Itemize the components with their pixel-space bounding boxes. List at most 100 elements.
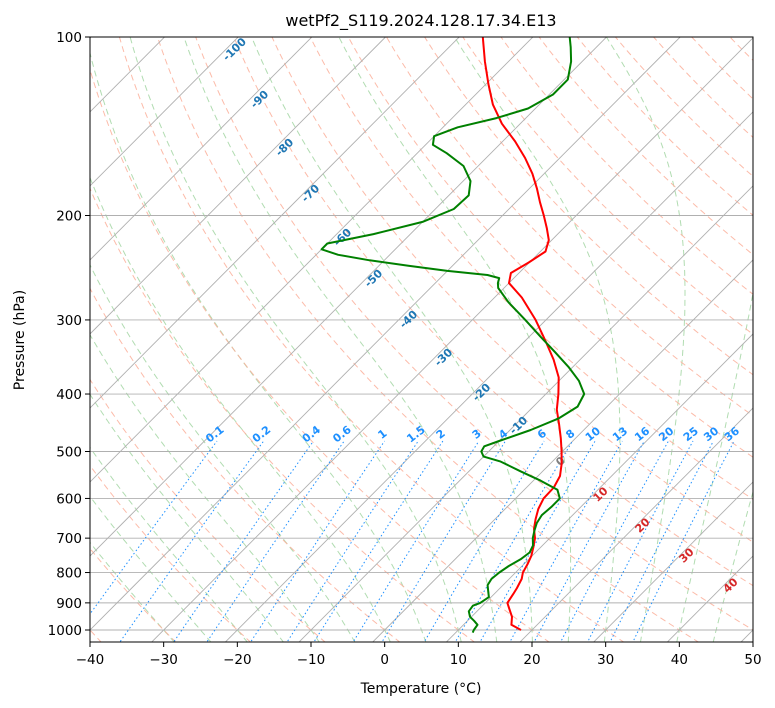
moist-adiabat: [183, 37, 498, 642]
moist-adiabat: [605, 37, 686, 642]
moist-adiabat-label: 40: [721, 575, 741, 595]
y-axis-ticks: 100 200 300 400 500 600 700 800 900 1000: [48, 30, 90, 639]
x-tick-label: 50: [744, 652, 761, 668]
dry-adiabat: [462, 37, 753, 335]
mixing-ratio-line: [250, 440, 386, 642]
isotherm-line: [372, 259, 753, 642]
x-axis-ticks: −40 −30 −20 −10 0 10 20 30 40 50: [76, 642, 762, 668]
x-tick-label: 20: [523, 652, 540, 668]
dry-adiabat: [90, 287, 401, 642]
y-axis-label: Pressure (hPa): [12, 290, 28, 390]
dry-adiabat: [233, 37, 753, 587]
dry-adiabat: [615, 37, 753, 177]
dry-adiabat: [500, 37, 753, 295]
dry-adiabat: [157, 37, 700, 642]
dry-adiabat: [424, 37, 753, 376]
dry-adiabat: [768, 37, 775, 643]
moist-adiabat-label: 10: [591, 484, 611, 504]
x-tick-label: −30: [149, 652, 178, 668]
mixing-ratio-line: [119, 440, 265, 642]
moist-adiabat: [676, 290, 753, 642]
mixing-ratio-label: 16: [632, 424, 652, 444]
y-tick-label: 1000: [48, 623, 82, 639]
moist-adiabat: [90, 51, 427, 642]
moist-adiabat-label: -50: [362, 267, 386, 290]
isotherm-line: [593, 481, 753, 642]
mixing-ratio-label: 6: [535, 427, 549, 442]
moist-adiabat: [90, 446, 248, 642]
moist-adiabat-label: 30: [677, 545, 697, 565]
dry-adiabats: [90, 37, 775, 643]
mixing-ratio-label: 0.2: [250, 423, 273, 445]
mixing-ratio-line: [560, 440, 669, 642]
mixing-ratio-line: [423, 440, 545, 642]
moist-adiabat-label: -30: [432, 346, 456, 369]
x-tick-label: −20: [223, 652, 252, 668]
isotherm-line: [151, 37, 753, 642]
y-tick-label: 100: [56, 30, 82, 46]
moist-adiabat-label: -100: [220, 35, 249, 64]
mixing-ratio-line: [632, 440, 735, 642]
isotherm-line: [224, 111, 753, 642]
mixing-ratio-lines: [90, 440, 735, 642]
moist-adiabat: [129, 37, 462, 642]
mixing-ratio-label: 2: [434, 427, 448, 442]
mixing-ratio-line: [286, 440, 419, 642]
moist-adiabat: [90, 495, 212, 642]
dry-adiabat: [309, 37, 753, 500]
moist-adiabat: [90, 176, 391, 642]
pressure-gridlines: [90, 37, 753, 631]
mixing-ratio-label: 25: [681, 424, 701, 444]
moist-adiabat: [90, 333, 320, 642]
mixing-ratio-label: 0.4: [300, 423, 324, 445]
mixing-ratio-line: [206, 440, 345, 642]
chart-title: wetPf2_S119.2024.128.17.34.E13: [285, 11, 556, 31]
dry-adiabat: [90, 67, 550, 642]
dry-adiabat: [118, 37, 625, 642]
dewpoint-profile-line: [320, 37, 586, 633]
moist-adiabat-label: -80: [273, 136, 297, 159]
mixing-ratio-line: [454, 440, 573, 642]
y-tick-label: 900: [56, 596, 82, 612]
moist-adiabat-label: -40: [397, 308, 421, 331]
mixing-ratio-line: [587, 440, 694, 642]
mixing-ratio-label: 13: [610, 424, 630, 444]
y-tick-label: 200: [56, 209, 82, 225]
y-tick-label: 500: [56, 444, 82, 460]
isotherm-line: [90, 37, 166, 113]
x-tick-label: 40: [671, 652, 688, 668]
isotherm-line: [298, 185, 753, 642]
isotherms: [90, 37, 753, 642]
isotherm-line: [90, 37, 608, 557]
isotherm-line: [519, 407, 753, 642]
moist-adiabats: [90, 37, 753, 642]
mixing-ratio-line: [313, 440, 444, 642]
dry-adiabat: [195, 37, 753, 631]
dry-adiabat: [347, 37, 753, 458]
moist-adiabat: [90, 263, 356, 642]
x-tick-label: 10: [450, 652, 467, 668]
dry-adiabat: [691, 37, 753, 100]
moist-adiabat: [251, 37, 533, 642]
isotherm-line: [90, 37, 239, 187]
y-tick-label: 800: [56, 566, 82, 582]
isotherm-line: [666, 555, 753, 642]
mixing-ratio-line: [609, 440, 714, 642]
isotherm-line: [90, 37, 534, 483]
mixing-ratio-line: [479, 440, 596, 642]
moist-adiabat-label: -90: [248, 88, 272, 111]
dry-adiabat: [386, 37, 753, 417]
moist-adiabat-label: -20: [470, 381, 494, 404]
moist-adiabat: [90, 541, 175, 642]
moist-adiabat: [712, 489, 753, 642]
dry-adiabat: [90, 378, 326, 642]
moist-adiabat-label: -60: [331, 226, 355, 249]
mixing-ratio-label: 8: [563, 427, 577, 442]
y-tick-label: 700: [56, 531, 82, 547]
x-axis-label: Temperature (°C): [360, 681, 482, 697]
dry-adiabat: [653, 37, 753, 139]
mixing-ratio-line: [352, 440, 480, 642]
mixing-ratio-label: 1: [375, 427, 389, 442]
y-tick-label: 600: [56, 491, 82, 507]
plot-frame: [89, 36, 754, 643]
